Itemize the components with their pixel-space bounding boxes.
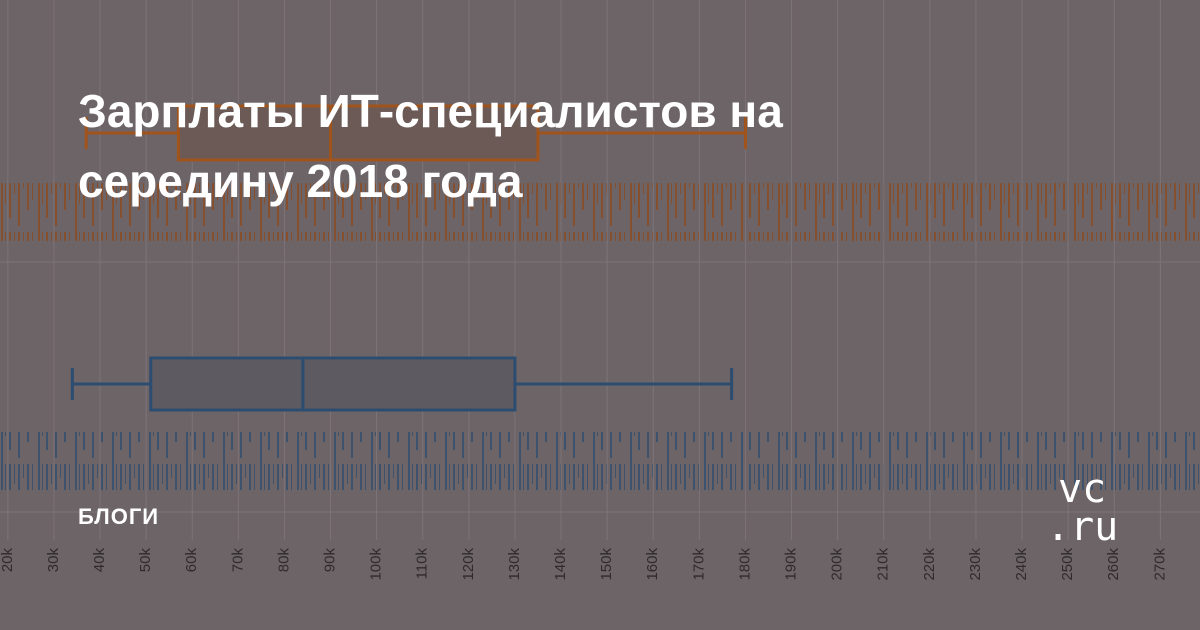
x-tick-label: 60k: [183, 548, 200, 573]
x-tick-label: 130k: [506, 548, 523, 581]
x-tick-label: 110k: [414, 548, 431, 580]
rug-strip: [0, 432, 1200, 490]
x-tick-label: 270k: [1151, 548, 1168, 581]
x-tick-label: 160k: [644, 548, 661, 581]
title: Зарплаты ИТ-специалистов на середину 201…: [78, 85, 783, 207]
x-tick-label: 30k: [45, 548, 62, 573]
x-tick-label: 80k: [275, 548, 292, 573]
x-tick-label: 230k: [967, 548, 984, 581]
x-tick-label: 170k: [690, 548, 707, 581]
x-tick-label: 100k: [368, 548, 385, 581]
x-tick-label: 250k: [1059, 548, 1076, 581]
category-tag[interactable]: БЛОГИ: [78, 504, 160, 529]
x-tick-label: 240k: [1013, 548, 1030, 581]
x-tick-label: 220k: [921, 548, 938, 581]
box: [149, 356, 517, 412]
logo-bottom: .ru: [1046, 504, 1119, 550]
x-tick-label: 260k: [1105, 548, 1122, 581]
plot: 20k 30k 40k 50k 60k 70k 80k 90k 100k 110k 120k 130k…: [0, 0, 1168, 581]
x-tick-label: 190k: [783, 548, 800, 581]
x-tick-label: 180k: [736, 548, 753, 581]
x-tick-label: 120k: [460, 548, 477, 581]
x-tick-label: 40k: [91, 548, 108, 573]
logo-top: vc: [1058, 466, 1107, 512]
x-tick-label: 50k: [137, 548, 154, 573]
x-tick-label: 90k: [322, 548, 339, 573]
x-tick-label: 200k: [829, 548, 846, 581]
x-tick-label: 140k: [552, 548, 569, 581]
box: [176, 104, 540, 162]
x-tick-label: 210k: [875, 548, 892, 581]
rug-strip: [0, 183, 1200, 241]
logo[interactable]: vc .ru: [1046, 466, 1119, 550]
x-tick-label: 70k: [229, 548, 246, 573]
x-tick-label: 20k: [0, 548, 16, 573]
x-tick-label: 150k: [598, 548, 615, 581]
